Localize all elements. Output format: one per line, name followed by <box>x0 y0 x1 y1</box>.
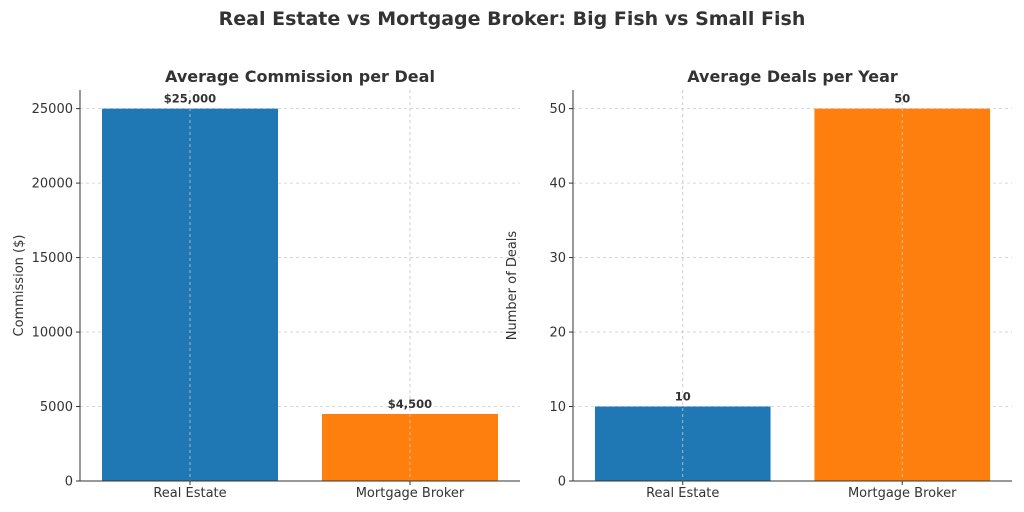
data-label: $25,000 <box>164 92 216 106</box>
y-tick-label: 10 <box>549 400 566 415</box>
y-tick-label: 40 <box>549 177 566 192</box>
data-label: 10 <box>675 390 691 404</box>
y-tick-label: 20 <box>549 326 566 341</box>
y-axis-label: Commission ($) <box>12 235 27 337</box>
chart-panel-2: 10 50 0 10 20 30 40 50 Real Estate Mortgage Broke… <box>505 67 1012 501</box>
y-tick-label: 30 <box>549 251 566 266</box>
y-tick-label: 0 <box>558 475 566 490</box>
figure-title: Real Estate vs Mortgage Broker: Big Fish… <box>219 8 806 30</box>
y-tick-label: 15000 <box>32 251 73 266</box>
y-tick-label: 25000 <box>32 102 73 117</box>
chart-panel-1: $25,000 $4,500 0 5000 10000 15000 20000 25000 Re… <box>12 67 520 501</box>
y-tick-label: 20000 <box>32 177 73 192</box>
x-tick-label: Mortgage Broker <box>848 486 957 501</box>
chart-title: Average Commission per Deal <box>165 67 435 86</box>
x-tick-label: Real Estate <box>646 486 719 501</box>
y-axis-label: Number of Deals <box>505 231 520 341</box>
y-tick-label: 10000 <box>32 326 73 341</box>
x-tick-label: Real Estate <box>153 486 226 501</box>
y-tick-label: 5000 <box>40 400 73 415</box>
x-tick-label: Mortgage Broker <box>356 486 465 501</box>
y-tick-label: 0 <box>65 475 73 490</box>
data-label: $4,500 <box>388 397 432 411</box>
y-tick-label: 50 <box>549 102 566 117</box>
chart-title: Average Deals per Year <box>687 67 898 86</box>
data-label: 50 <box>894 92 910 106</box>
